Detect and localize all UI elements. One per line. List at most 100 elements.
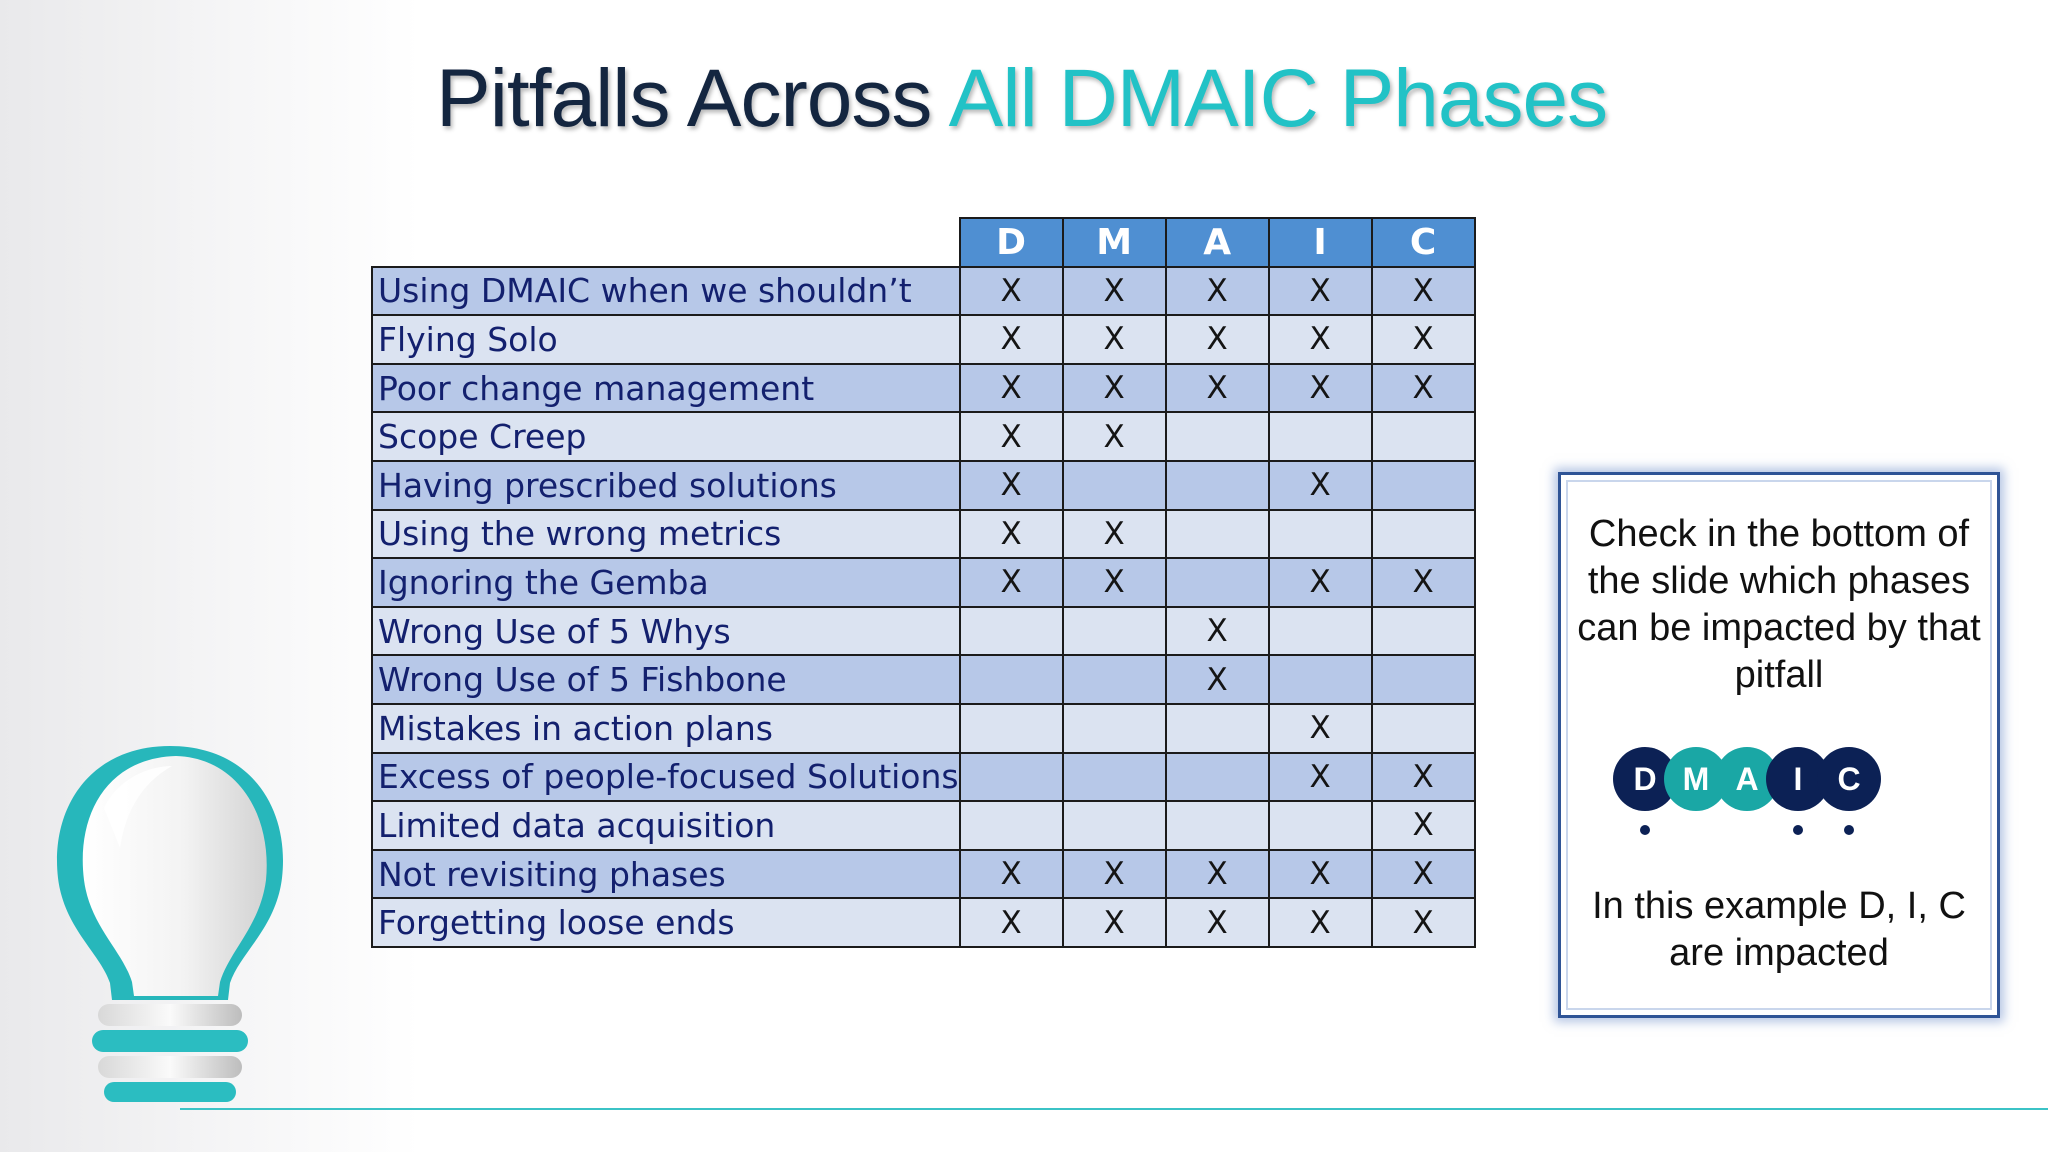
pitfall-label: Poor change management xyxy=(371,362,961,414)
phase-header-c: C xyxy=(1370,217,1476,268)
phase-mark-d: X xyxy=(958,314,1064,365)
phase-mark-i: X xyxy=(1267,459,1373,511)
phase-mark-c xyxy=(1370,411,1476,462)
pitfall-row: Ignoring the Gemba X X X X xyxy=(371,557,1476,608)
pitfall-row: Wrong Use of 5 Fishbone X xyxy=(371,654,1476,705)
phase-mark-i: X xyxy=(1267,362,1373,414)
phase-mark-i: X xyxy=(1267,314,1373,365)
pitfall-label: Excess of people-focused Solutions xyxy=(371,751,961,803)
phase-mark-d xyxy=(958,702,1064,754)
phase-mark-c xyxy=(1370,702,1476,754)
impact-dot xyxy=(1844,825,1854,835)
phase-mark-m xyxy=(1061,605,1167,657)
phase-mark-c: X xyxy=(1370,800,1476,851)
phase-mark-c xyxy=(1370,654,1476,705)
phase-mark-a xyxy=(1164,751,1270,803)
instruction-text: Check in the bottom of the slide which p… xyxy=(1577,513,1981,696)
phase-mark-a: X xyxy=(1164,654,1270,705)
phase-mark-a xyxy=(1164,557,1270,608)
phase-header-d: D xyxy=(958,217,1064,268)
phase-header-a: A xyxy=(1164,217,1270,268)
phase-mark-i: X xyxy=(1267,897,1373,948)
pitfall-label: Ignoring the Gemba xyxy=(371,557,961,608)
header-blank-cell xyxy=(372,218,960,267)
title-part-2: All DMAIC Phases xyxy=(948,53,1608,144)
phase-mark-d: X xyxy=(958,411,1064,462)
pitfall-label: Wrong Use of 5 Fishbone xyxy=(371,654,961,705)
phase-mark-m xyxy=(1061,459,1167,511)
phase-mark-i xyxy=(1267,508,1373,560)
phase-mark-m xyxy=(1061,751,1167,803)
phase-header-row: D M A I C xyxy=(372,217,1476,268)
phase-mark-m: X xyxy=(1061,362,1167,414)
phase-mark-i: X xyxy=(1267,557,1373,608)
phase-mark-c xyxy=(1370,459,1476,511)
phase-badge-c: C xyxy=(1817,747,1881,811)
phase-mark-c: X xyxy=(1370,557,1476,608)
phase-mark-a: X xyxy=(1164,848,1270,900)
pitfall-label: Not revisiting phases xyxy=(371,848,961,900)
phase-mark-i: X xyxy=(1267,702,1373,754)
phase-mark-c: X xyxy=(1370,265,1476,317)
phase-header-m: M xyxy=(1061,217,1167,268)
phase-mark-a: X xyxy=(1164,265,1270,317)
pitfall-label: Scope Creep xyxy=(371,411,961,462)
phase-mark-d xyxy=(958,605,1064,657)
phase-mark-a xyxy=(1164,800,1270,851)
phase-mark-m: X xyxy=(1061,508,1167,560)
phase-mark-m: X xyxy=(1061,848,1167,900)
phase-mark-i xyxy=(1267,654,1373,705)
pitfall-row: Wrong Use of 5 Whys X xyxy=(371,605,1476,657)
pitfall-row: Excess of people-focused Solutions X X xyxy=(371,751,1476,803)
phase-mark-c: X xyxy=(1370,848,1476,900)
phase-mark-a: X xyxy=(1164,314,1270,365)
phase-header-i: I xyxy=(1267,217,1373,268)
phase-mark-i: X xyxy=(1267,848,1373,900)
phase-mark-m: X xyxy=(1061,314,1167,365)
pitfall-row: Flying Solo X X X X X xyxy=(371,314,1476,365)
phase-mark-m: X xyxy=(1061,557,1167,608)
phase-mark-a xyxy=(1164,411,1270,462)
phase-mark-d: X xyxy=(958,459,1064,511)
pitfall-label: Mistakes in action plans xyxy=(371,702,961,754)
phase-mark-m: X xyxy=(1061,265,1167,317)
pitfall-label: Forgetting loose ends xyxy=(371,897,961,948)
phase-mark-c: X xyxy=(1370,314,1476,365)
phase-mark-a xyxy=(1164,702,1270,754)
pitfall-row: Limited data acquisition X xyxy=(371,800,1476,851)
phase-mark-a: X xyxy=(1164,897,1270,948)
phase-mark-d xyxy=(958,751,1064,803)
phase-mark-i xyxy=(1267,605,1373,657)
phase-mark-d: X xyxy=(958,362,1064,414)
phase-mark-m xyxy=(1061,800,1167,851)
phase-mark-a: X xyxy=(1164,362,1270,414)
impact-dot xyxy=(1793,825,1803,835)
phase-mark-c: X xyxy=(1370,362,1476,414)
phase-mark-d: X xyxy=(958,508,1064,560)
matrix-body: Using DMAIC when we shouldn’t X X X X X Flying… xyxy=(371,265,1476,948)
footer-divider-line xyxy=(180,1108,2048,1110)
phase-mark-c xyxy=(1370,508,1476,560)
phase-mark-a: X xyxy=(1164,605,1270,657)
pitfall-row: Scope Creep X X xyxy=(371,411,1476,462)
pitfall-phase-matrix: D M A I C Using DMAIC when we shouldn’t X… xyxy=(371,217,1476,948)
impact-dot xyxy=(1640,825,1650,835)
phase-mark-i xyxy=(1267,800,1373,851)
phase-mark-a xyxy=(1164,459,1270,511)
slide-title: Pitfalls Across All DMAIC Phases xyxy=(436,52,1608,146)
lightbulb-icon xyxy=(56,746,284,1102)
pitfall-label: Wrong Use of 5 Whys xyxy=(371,605,961,657)
pitfall-row: Not revisiting phases X X X X X xyxy=(371,848,1476,900)
pitfall-label: Using DMAIC when we shouldn’t xyxy=(371,265,961,317)
pitfall-row: Mistakes in action plans X xyxy=(371,702,1476,754)
phase-mark-c: X xyxy=(1370,897,1476,948)
phase-mark-m: X xyxy=(1061,411,1167,462)
instruction-box: Check in the bottom of the slide which p… xyxy=(1558,472,2000,1018)
pitfall-row: Forgetting loose ends X X X X X xyxy=(371,897,1476,948)
phase-mark-i xyxy=(1267,411,1373,462)
pitfall-label: Flying Solo xyxy=(371,314,961,365)
phase-mark-i: X xyxy=(1267,265,1373,317)
phase-badge-m: M xyxy=(1664,747,1728,811)
example-text: In this example D, I, C are impacted xyxy=(1592,885,1966,974)
